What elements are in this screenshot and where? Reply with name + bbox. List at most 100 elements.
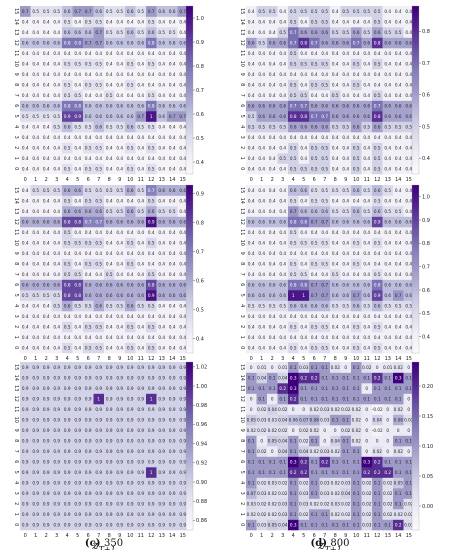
heatmap-cell [319, 300, 331, 312]
cell-value-label: 0.4 [64, 156, 71, 161]
heatmap-cell [267, 163, 278, 175]
heatmap-cell [177, 206, 189, 217]
cell-value-label: 0.4 [137, 135, 144, 140]
heatmap-cell [393, 100, 404, 112]
colorbar-segment [412, 387, 419, 391]
cell-value-label: 0 [365, 386, 368, 391]
colorbar-segment [186, 291, 193, 295]
colorbar-segment [186, 238, 193, 242]
heatmap-cell [361, 132, 373, 143]
cell-value-label: 0 [292, 407, 295, 412]
cell-value-label: 0.02 [257, 480, 267, 485]
cell-value-label: 0.4 [269, 51, 276, 56]
heatmap-cell [41, 90, 52, 101]
heatmap-cell [177, 111, 189, 122]
heatmap-cell [62, 519, 73, 531]
cell-value-label: 0.5 [395, 303, 402, 308]
heatmap-cell [114, 311, 126, 322]
cell-value-label: 0.4 [179, 93, 186, 98]
heatmap-cell [167, 311, 178, 322]
heatmap-cell [340, 498, 352, 510]
heatmap-cell [340, 362, 352, 373]
heatmap-cell [30, 372, 42, 384]
colorbar-segment [186, 488, 193, 492]
cell-value-label: 0.6 [353, 188, 360, 193]
heatmap-cell [403, 425, 415, 436]
heatmap-cell [330, 48, 341, 59]
cell-value-label: 0.6 [395, 103, 402, 108]
heatmap-cell [288, 90, 299, 101]
heatmap-cell [114, 195, 126, 207]
cell-value-label: 0.4 [22, 166, 29, 171]
y-tick-label: 14 [13, 375, 19, 381]
colorbar-segment [186, 406, 193, 411]
cell-value-label: 0.4 [148, 135, 155, 140]
heatmap-cell [156, 488, 168, 499]
heatmap-cell [20, 37, 31, 49]
heatmap-cell [246, 414, 257, 426]
cell-value-label: 0.9 [53, 365, 60, 370]
heatmap-cell [382, 227, 394, 238]
cell-value-label: 0.1 [405, 459, 412, 464]
heatmap-cell [372, 488, 383, 499]
heatmap-cell [246, 27, 257, 38]
heatmap-cell [277, 372, 289, 384]
heatmap-cell [393, 488, 404, 499]
heatmap-cell [330, 206, 341, 217]
heatmap-cell [267, 393, 278, 405]
heatmap-cell [267, 132, 278, 143]
cell-value-label: 0.4 [53, 345, 60, 350]
y-tick-label: 7 [13, 273, 19, 276]
cell-value-label: 0.9 [127, 501, 134, 506]
colorbar-tick-label: 0.6 [196, 112, 204, 118]
colorbar-tick-label: 0.90 [196, 480, 207, 486]
cell-value-label: 0.9 [32, 470, 39, 475]
heatmap-cell [246, 519, 257, 531]
cell-value-label: 0.4 [169, 272, 176, 277]
heatmap-cell [167, 362, 178, 373]
heatmap-cell [135, 435, 147, 447]
colorbar-segment [186, 39, 193, 43]
heatmap-cell [340, 111, 352, 122]
y-tick-label: 0 [239, 523, 245, 526]
colorbar-segment [412, 28, 419, 32]
cell-value-label: 0.4 [22, 61, 29, 66]
colorbar-segment [412, 429, 419, 433]
cell-value-label: 0.4 [269, 72, 276, 77]
cell-value-label: 0.9 [64, 417, 71, 422]
cell-value-label: 0.9 [22, 407, 29, 412]
heatmap-cell [309, 237, 320, 249]
heatmap-cell [382, 435, 394, 447]
colorbar-segment [412, 339, 419, 343]
heatmap-cell [146, 311, 157, 322]
heatmap-cell [288, 290, 299, 301]
cell-value-label: 0.6 [158, 282, 165, 287]
heatmap-cell [340, 37, 352, 49]
colorbar-segment [412, 201, 419, 206]
heatmap-cell [72, 248, 84, 259]
colorbar-segment [412, 499, 419, 503]
cell-value-label: 0.5 [321, 345, 328, 350]
heatmap-cell [83, 425, 94, 436]
colorbar-segment [412, 160, 419, 164]
heatmap-cell [104, 237, 115, 249]
heatmap-cell [72, 6, 84, 17]
cell-value-label: 0.4 [106, 82, 113, 87]
heatmap-cell [319, 185, 331, 196]
heatmap-cell [30, 79, 42, 91]
heatmap-cell [309, 372, 320, 384]
cell-value-label: 0.5 [85, 324, 92, 329]
heatmap-cell [30, 279, 42, 291]
heatmap-cell [298, 111, 310, 122]
heatmap-cell [72, 435, 84, 447]
cell-value-label: 0.4 [363, 166, 370, 171]
heatmap-cell [156, 100, 168, 112]
cell-value-label: 0.02 [394, 449, 404, 454]
heatmap-cell [177, 58, 189, 70]
colorbar-segment [186, 252, 193, 256]
heatmap-cell [20, 163, 31, 175]
heatmap-cell [246, 90, 257, 101]
heatmap-cell [30, 321, 42, 333]
heatmap-cell [30, 153, 42, 164]
y-tick-label: 5 [13, 471, 19, 474]
